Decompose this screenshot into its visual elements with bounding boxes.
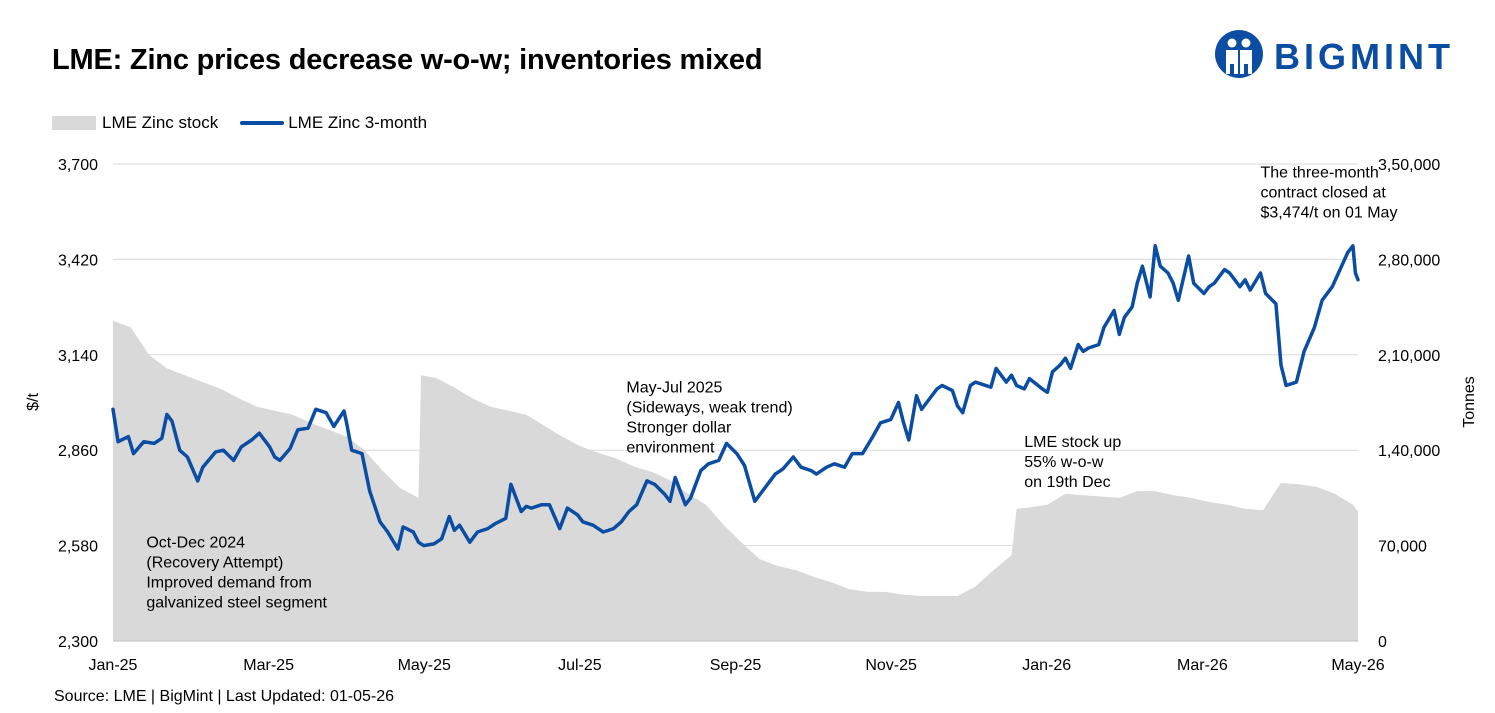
x-tick-label: Jul-25 xyxy=(558,657,602,674)
y-right-tick-label: 3,50,000 xyxy=(1378,157,1440,174)
chart-legend: LME Zinc stock LME Zinc 3-month xyxy=(52,112,449,134)
legend-swatch-price xyxy=(240,121,285,125)
y-left-tick-label: 2,300 xyxy=(58,634,98,651)
annotation-line: Oct-Dec 2024 xyxy=(146,534,245,551)
y-left-tick-label: 3,700 xyxy=(58,157,98,174)
x-tick-label: Mar-25 xyxy=(243,657,294,674)
source-note: Source: LME | BigMint | Last Updated: 01… xyxy=(54,688,395,705)
price-line-series xyxy=(111,244,1360,551)
y-right-tick-label: 2,10,000 xyxy=(1378,348,1440,365)
y-left-tick-label: 3,140 xyxy=(58,348,98,365)
y-left-tick-label: 3,420 xyxy=(58,252,98,269)
x-tick-label: Jan-26 xyxy=(1022,657,1071,674)
legend-swatch-stock xyxy=(52,116,96,130)
annotation-line: Improved demand from xyxy=(146,574,311,591)
logo-text: BIGMINT xyxy=(1274,36,1454,77)
y-left-tick-label: 2,580 xyxy=(58,539,98,556)
annotation-line: on 19th Dec xyxy=(1024,474,1110,491)
annotation-line: Stronger dollar xyxy=(626,419,732,436)
legend-item-stock: LME Zinc stock xyxy=(52,113,218,133)
x-tick-label: Sep-25 xyxy=(710,657,762,674)
annotation-line: contract closed at xyxy=(1260,185,1386,202)
bigmint-logo-icon: BIGMINT xyxy=(1215,30,1454,78)
y-right-tick-label: 0 xyxy=(1378,634,1387,651)
annotation-line: (Sideways, weak trend) xyxy=(626,399,792,416)
annotation-line: The three-month xyxy=(1260,165,1378,182)
x-tick-label: Mar-26 xyxy=(1177,657,1228,674)
chart-annotation: LME stock up 55% w-o-w on 19th Dec xyxy=(1024,434,1121,491)
x-tick-label: Nov-25 xyxy=(865,657,917,674)
stock-area-series xyxy=(113,320,1358,641)
x-tick-label: May-26 xyxy=(1331,657,1384,674)
legend-label-stock: LME Zinc stock xyxy=(102,113,219,132)
annotation-line: (Recovery Attempt) xyxy=(146,554,283,571)
annotation-line: 55% w-o-w xyxy=(1024,454,1104,471)
annotation-line: environment xyxy=(626,439,715,456)
y-left-axis-title: $/t xyxy=(25,393,42,411)
chart-title: LME: Zinc prices decrease w-o-w; invento… xyxy=(52,44,763,76)
x-tick-label: Jan-25 xyxy=(89,657,138,674)
y-right-tick-label: 2,80,000 xyxy=(1378,252,1440,269)
annotation-line: LME stock up xyxy=(1024,434,1121,451)
y-right-axis-title: Tonnes xyxy=(1461,376,1478,428)
annotation-line: galvanized steel segment xyxy=(146,594,327,611)
chart-annotation: May-Jul 2025 (Sideways, weak trend) Strong… xyxy=(626,379,792,456)
chart-annotation: Oct-Dec 2024 (Recovery Attempt) Improved d… xyxy=(146,534,327,611)
y-right-tick-label: 1,40,000 xyxy=(1378,443,1440,460)
legend-item-price: LME Zinc 3-month xyxy=(240,113,427,133)
y-right-tick-label: 70,000 xyxy=(1378,539,1427,556)
annotation-line: May-Jul 2025 xyxy=(626,379,722,396)
y-left-tick-label: 2,860 xyxy=(58,443,98,460)
legend-label-price: LME Zinc 3-month xyxy=(288,113,428,132)
annotation-line: $3,474/t on 01 May xyxy=(1260,205,1397,222)
x-tick-label: May-25 xyxy=(398,657,451,674)
bigmint-logo: BIGMINT xyxy=(1214,28,1470,80)
chart-annotation: The three-month contract closed at $3,474/… xyxy=(1260,165,1397,222)
